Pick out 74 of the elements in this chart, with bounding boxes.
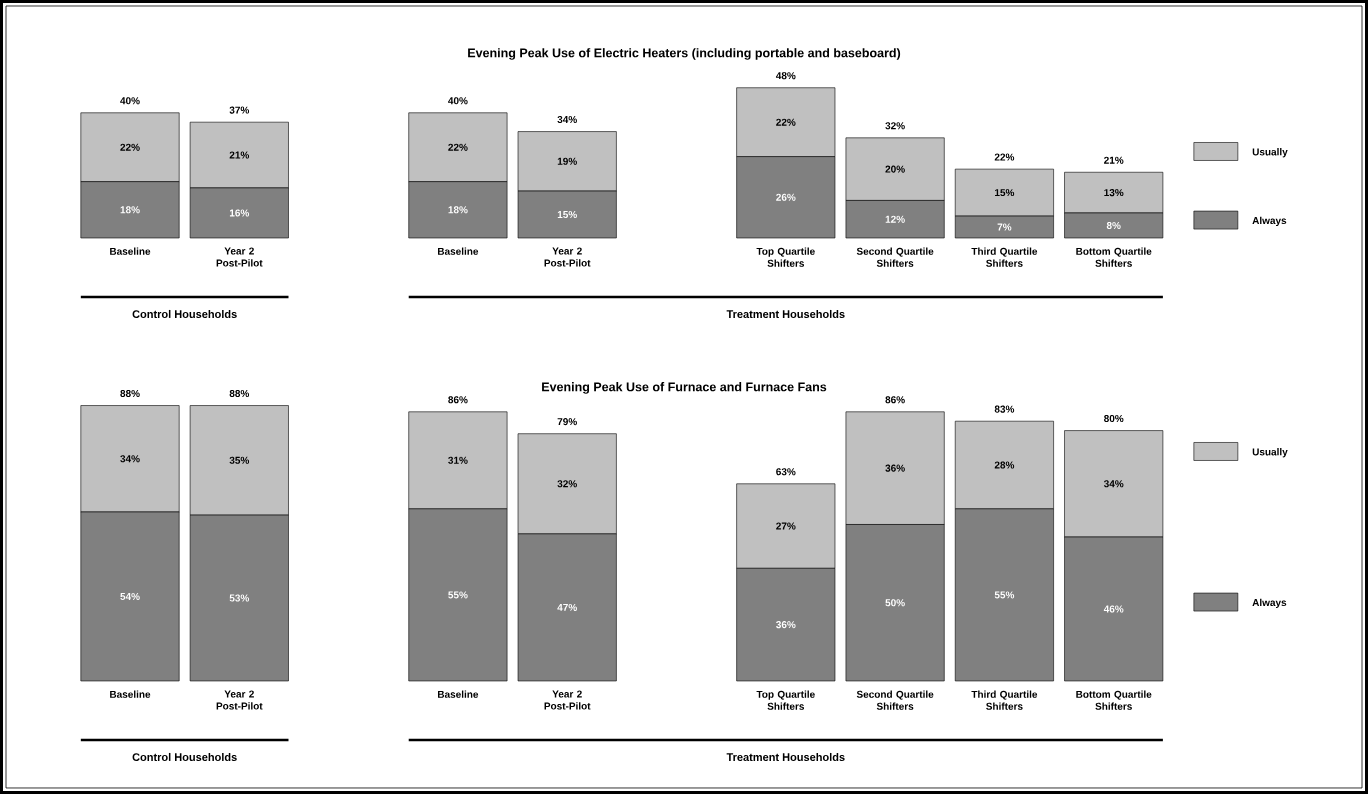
data-label: 34% [1103, 480, 1124, 488]
x-tick-label: Year 2 Post-Pilot [216, 247, 263, 267]
total-label: 32% [885, 122, 905, 130]
x-tick-label: Second Quartile Shifters [856, 247, 934, 267]
data-label: 27% [776, 522, 796, 530]
x-tick-label: Baseline [438, 247, 479, 255]
total-label: 83% [994, 405, 1015, 413]
legend-label: Usually [1252, 148, 1288, 158]
data-label: 36% [776, 621, 796, 629]
data-label: 55% [448, 591, 468, 599]
data-label: 19% [557, 157, 577, 165]
total-label: 63% [776, 468, 796, 476]
data-label: 46% [1103, 605, 1124, 613]
x-tick-label: Baseline [438, 690, 479, 698]
x-tick-label: Year 2 Post-Pilot [544, 690, 591, 710]
total-label: 86% [448, 396, 468, 404]
data-label: 16% [229, 209, 250, 217]
x-tick-label: Second Quartile Shifters [856, 690, 934, 710]
data-label: 15% [557, 210, 577, 219]
data-label: 12% [885, 215, 905, 223]
total-label: 80% [1104, 414, 1124, 423]
chart-title: Evening Peak Use of Furnace and Furnace Fans [542, 382, 827, 394]
x-tick-label: Year 2 Post-Pilot [544, 247, 591, 267]
x-tick-label: Third Quartile Shifters [971, 690, 1038, 710]
data-label: 18% [448, 206, 468, 214]
data-label: 53% [229, 594, 250, 602]
x-tick-label: Baseline [110, 690, 151, 698]
legend-label: Always [1252, 216, 1287, 227]
data-label: 8% [1106, 221, 1121, 229]
data-label: 15% [995, 189, 1015, 197]
legend-label: Always [1252, 598, 1287, 609]
data-label: 32% [557, 480, 577, 488]
data-label: 22% [120, 143, 140, 151]
text: Treatment Households [726, 752, 845, 762]
data-label: 22% [776, 118, 796, 126]
data-label: 34% [120, 455, 140, 463]
data-label: 36% [885, 464, 905, 472]
text: Treatment Households [726, 309, 845, 319]
x-tick-label: Top Quartile Shifters [756, 247, 815, 267]
data-label: 50% [885, 599, 905, 607]
total-label: 40% [448, 97, 468, 105]
data-label: 35% [229, 456, 250, 464]
total-label: 48% [775, 72, 796, 80]
x-tick-label: Third Quartile Shifters [971, 247, 1038, 267]
total-label: 86% [885, 396, 905, 404]
data-label: 26% [776, 193, 796, 201]
total-label: 21% [1104, 156, 1124, 164]
x-tick-label: Bottom Quartile Shifters [1076, 690, 1152, 710]
total-label: 40% [120, 97, 140, 105]
data-label: 54% [120, 592, 140, 600]
text: Control Households [132, 752, 237, 762]
total-label: 34% [557, 115, 577, 124]
total-label: 88% [120, 389, 140, 398]
data-label: 31% [448, 456, 468, 464]
data-label: 7% [997, 223, 1012, 231]
data-label: 13% [1104, 189, 1124, 197]
data-label: 18% [120, 206, 140, 214]
total-label: 22% [994, 153, 1015, 161]
x-tick-label: Top Quartile Shifters [756, 690, 815, 710]
data-label: 55% [994, 591, 1015, 599]
data-label: 21% [229, 151, 250, 159]
data-label: 20% [885, 165, 905, 173]
total-label: 37% [229, 106, 250, 114]
data-label: 47% [557, 603, 577, 611]
text: Control Households [132, 309, 237, 319]
total-label: 79% [557, 418, 577, 426]
chart-title: Evening Peak Use of Electric Heaters (including portable and baseboard) [468, 48, 901, 60]
total-label: 88% [229, 389, 250, 398]
legend-label: Usually [1252, 448, 1288, 458]
x-tick-label: Baseline [110, 247, 151, 255]
x-tick-label: Bottom Quartile Shifters [1076, 247, 1152, 267]
x-tick-label: Year 2 Post-Pilot [216, 690, 263, 710]
data-label: 28% [994, 461, 1015, 469]
data-label: 22% [448, 143, 468, 151]
